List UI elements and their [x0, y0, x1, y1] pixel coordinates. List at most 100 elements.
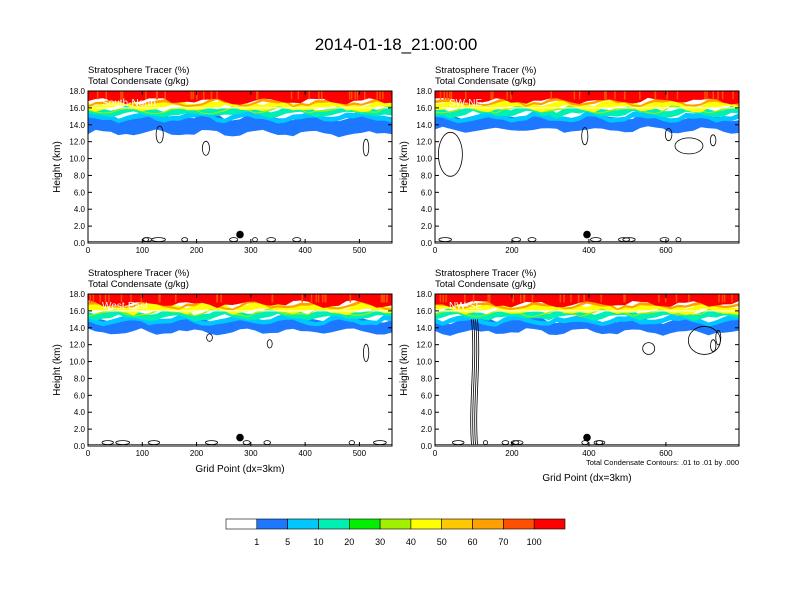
- x-tick-label: 200: [505, 246, 519, 255]
- x-tick-label: 500: [353, 449, 367, 458]
- x-tick-label: 500: [353, 246, 367, 255]
- colorbar-label: 40: [406, 537, 416, 547]
- y-tick-label: 18.0: [416, 290, 432, 299]
- location-marker: [236, 433, 244, 442]
- y-tick-label: 14.0: [416, 324, 432, 333]
- subtitle-condensate: Total Condensate (g/kg): [88, 279, 189, 290]
- y-tick-label: 16.0: [416, 307, 432, 316]
- x-tick-label: 300: [244, 246, 258, 255]
- plot-frame: [87, 293, 393, 447]
- y-tick-label: 14.0: [69, 324, 85, 333]
- y-tick-label: 10.0: [69, 358, 85, 367]
- x-tick-label: 600: [659, 246, 673, 255]
- x-tick-label: 400: [298, 246, 312, 255]
- x-tick-label: 100: [136, 449, 150, 458]
- colorbar-swatch: [441, 518, 473, 530]
- y-tick-label: 4.0: [421, 408, 433, 417]
- y-tick-label: 10.0: [416, 155, 432, 164]
- y-tick-label: 14.0: [69, 121, 85, 130]
- y-tick-label: 18.0: [416, 87, 432, 96]
- y-tick-label: 4.0: [74, 408, 86, 417]
- plot-frame: [434, 90, 740, 244]
- colorbar-swatch: [256, 518, 288, 530]
- y-tick-label: 2.0: [74, 425, 86, 434]
- colorbar-label: 20: [344, 537, 354, 547]
- condensate-contours: [88, 333, 392, 446]
- y-tick-label: 16.0: [416, 104, 432, 113]
- y-tick-label: 12.0: [416, 341, 432, 350]
- y-tick-label: 0.0: [74, 239, 86, 248]
- colorbar-label: 10: [313, 537, 323, 547]
- panel-bottom-right: 0.0 2.0 4.0 6.0 8.0 10.0 12.0 14.0 16.0 18.0 0 200 4…: [399, 268, 740, 484]
- panels: 0.0 2.0 4.0 6.0 8.0 10.0 12.0 14.0 16.0 18.0 0 100 2…: [52, 65, 740, 484]
- y-axis-label: Height (km): [52, 344, 63, 396]
- colorbar-swatch: [379, 518, 412, 530]
- colorbar-swatch: [225, 518, 258, 530]
- condensate-contours: [435, 127, 739, 243]
- tracer-field: [88, 91, 392, 138]
- y-tick-label: 6.0: [74, 188, 86, 197]
- contour-note: Total Condensate Contours: .01 to .01 by…: [586, 458, 739, 467]
- colorbar-label: 5: [285, 537, 290, 547]
- x-tick-label: 200: [190, 449, 204, 458]
- colorbar-swatch: [533, 518, 566, 530]
- y-tick-label: 0.0: [74, 442, 86, 451]
- x-tick-label: 400: [582, 449, 596, 458]
- colorbar-label: 1: [254, 537, 259, 547]
- tracer-field: [435, 91, 739, 134]
- x-tick-label: 300: [244, 449, 258, 458]
- x-tick-label: 100: [136, 246, 150, 255]
- y-tick-label: 16.0: [69, 104, 85, 113]
- colorbar-swatch: [348, 518, 381, 530]
- plot-frame: [434, 293, 740, 447]
- colorbar-label: 50: [437, 537, 447, 547]
- y-tick-label: 14.0: [416, 121, 432, 130]
- x-tick-label: 200: [505, 449, 519, 458]
- y-tick-label: 10.0: [416, 358, 432, 367]
- colorbar-swatch: [503, 518, 535, 530]
- y-tick-label: 12.0: [69, 341, 85, 350]
- x-axis-label: Grid Point (dx=3km): [195, 464, 284, 475]
- subtitle-condensate: Total Condensate (g/kg): [88, 76, 189, 87]
- panel-bottom-left: 0.0 2.0 4.0 6.0 8.0 10.0 12.0 14.0 16.0 18.0 0 100 2…: [52, 268, 393, 475]
- y-axis-label: Height (km): [399, 344, 410, 396]
- y-tick-label: 6.0: [421, 391, 433, 400]
- colorbar-swatch: [410, 518, 442, 530]
- y-tick-label: 0.0: [421, 239, 433, 248]
- y-tick-label: 8.0: [74, 171, 86, 180]
- y-tick-label: 8.0: [421, 374, 433, 383]
- colorbar: 1 5 10 20 30 40 50 60 70 100: [225, 518, 566, 547]
- colorbar-swatch: [287, 518, 319, 530]
- panel-top-right: 0.0 2.0 4.0 6.0 8.0 10.0 12.0 14.0 16.0 18.0 0 200 4…: [399, 65, 740, 255]
- subtitle-condensate: Total Condensate (g/kg): [435, 76, 536, 87]
- plot-frame: [87, 90, 393, 244]
- colorbar-label: 30: [375, 537, 385, 547]
- figure-title: 2014-01-18_21:00:00: [315, 35, 478, 54]
- subtitle-tracer: Stratosphere Tracer (%): [88, 268, 189, 279]
- subtitle-tracer: Stratosphere Tracer (%): [435, 268, 536, 279]
- y-tick-label: 4.0: [421, 205, 433, 214]
- y-tick-label: 12.0: [69, 138, 85, 147]
- tracer-field: [88, 294, 392, 336]
- colorbar-label: 70: [498, 537, 508, 547]
- colorbar-swatch: [472, 518, 504, 530]
- panel-label: NW-SE: [449, 301, 482, 312]
- y-tick-label: 6.0: [421, 188, 433, 197]
- colorbar-swatch: [318, 518, 350, 530]
- y-tick-label: 2.0: [421, 222, 433, 231]
- panel-label: SW-NE: [449, 98, 482, 109]
- y-tick-label: 4.0: [74, 205, 86, 214]
- subtitle-condensate: Total Condensate (g/kg): [435, 279, 536, 290]
- x-tick-label: 200: [190, 246, 204, 255]
- panel-label: South-North: [102, 98, 156, 109]
- subtitle-tracer: Stratosphere Tracer (%): [435, 65, 536, 76]
- y-tick-label: 0.0: [421, 442, 433, 451]
- y-tick-label: 6.0: [74, 391, 86, 400]
- condensate-contours: [435, 319, 739, 446]
- y-tick-label: 8.0: [74, 374, 86, 383]
- location-marker: [236, 230, 244, 239]
- x-tick-label: 0: [433, 246, 438, 255]
- x-tick-label: 400: [582, 246, 596, 255]
- y-axis-label: Height (km): [52, 141, 63, 193]
